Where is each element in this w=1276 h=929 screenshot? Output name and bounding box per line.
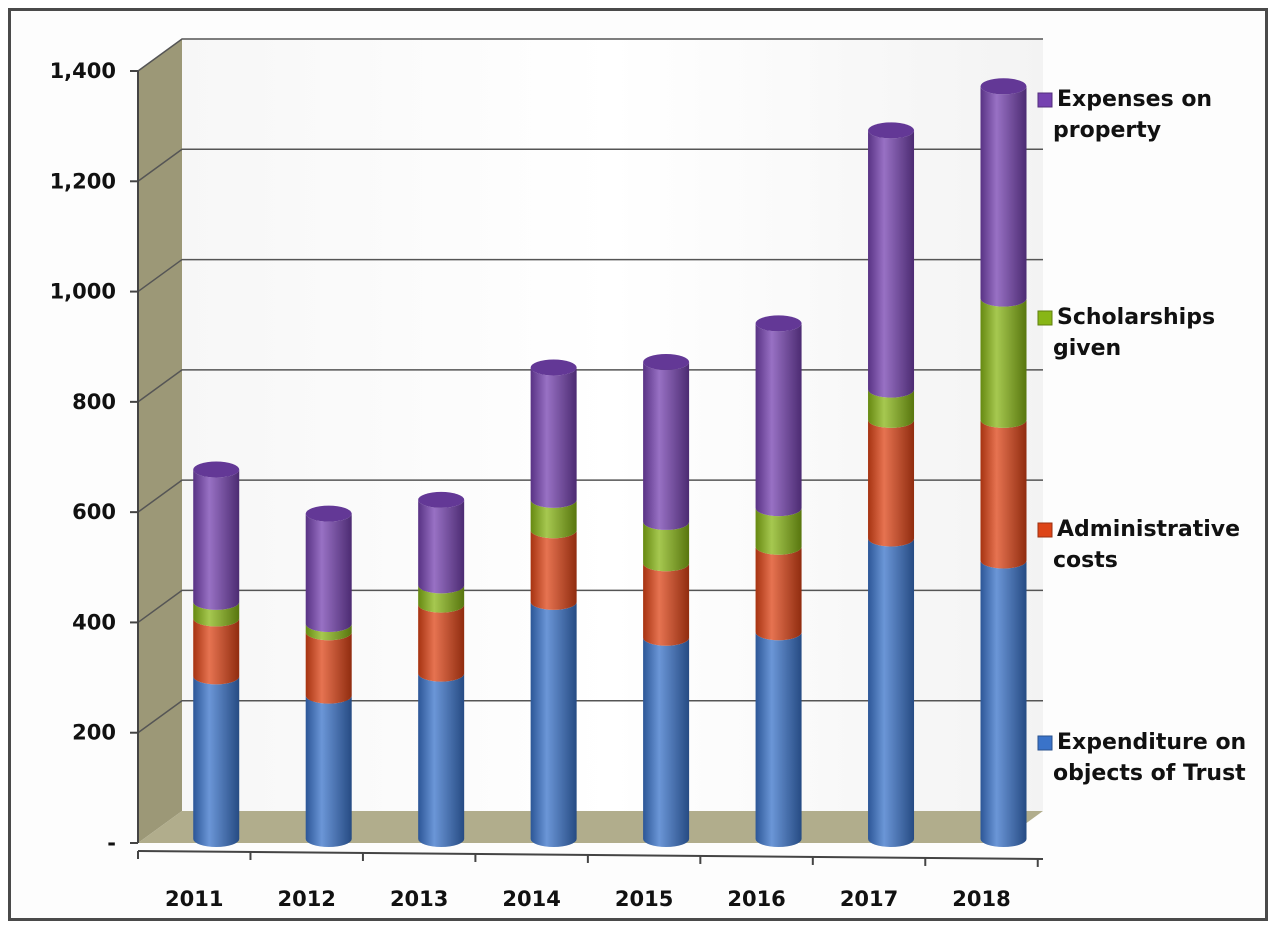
y-tick-label: 600 xyxy=(72,500,116,524)
bar-segment-2013-expenditure-on-objects-of-trust xyxy=(418,673,465,847)
bar-segment-2015-expenditure-on-objects-of-trust xyxy=(643,637,690,847)
x-tick-label-2011: 2011 xyxy=(165,887,223,911)
bar-segment-2011-administrative-costs xyxy=(193,618,240,685)
bar-segment-2011-scholarships-given xyxy=(193,601,240,627)
bar-stack-2018 xyxy=(980,78,1027,847)
bar-segment-2016-expenditure-on-objects-of-trust xyxy=(755,632,802,847)
bar-stack-2013 xyxy=(418,491,465,847)
y-axis: - 200 400 600 800 1,000 1,200 1,400 xyxy=(50,59,139,855)
y-tick-label: 1,000 xyxy=(50,280,116,304)
gridline xyxy=(137,38,1043,72)
bar-stack-2015 xyxy=(643,354,690,847)
bar-cap-2012 xyxy=(305,505,352,522)
y-tick-label: 200 xyxy=(72,721,116,745)
y-tick-label: - xyxy=(107,831,116,855)
gridline xyxy=(137,148,1043,182)
y-tick-label: 1,400 xyxy=(50,59,116,83)
bar-cap-2011 xyxy=(193,461,240,478)
x-tick-label-2018: 2018 xyxy=(952,887,1010,911)
bar-segment-2017-expenditure-on-objects-of-trust xyxy=(868,538,915,847)
bar-cap-2016 xyxy=(755,315,802,332)
bars xyxy=(193,78,1027,847)
gridline xyxy=(137,258,1043,293)
bar-segment-2013-expenses-on-property xyxy=(418,499,465,594)
bar-segment-2012-expenses-on-property xyxy=(305,513,352,632)
bar-segment-2014-scholarships-given xyxy=(530,499,577,539)
legend-label-administrative-costs: Administrative costs xyxy=(1053,517,1240,573)
legend-label-scholarships-given: Scholarships given xyxy=(1053,305,1215,361)
bar-stack-2014 xyxy=(530,359,577,847)
y-tick-label: 400 xyxy=(72,610,116,634)
bar-segment-2016-scholarships-given xyxy=(755,508,802,555)
bar-cap-2018 xyxy=(980,78,1027,95)
x-tick-label-2012: 2012 xyxy=(277,887,335,911)
bar-segment-2014-administrative-costs xyxy=(530,530,577,610)
legend-label-expenditure-on-objects-of-trust: Expenditure on objects of Trust xyxy=(1053,730,1246,786)
bar-segment-2018-administrative-costs xyxy=(980,419,1027,569)
bar-segment-2012-expenditure-on-objects-of-trust xyxy=(305,695,352,847)
bar-segment-2018-scholarships-given xyxy=(980,298,1027,428)
x-axis: 2011 2012 2013 2014 2015 2016 2017 2018 xyxy=(137,850,1044,911)
bar-segment-2012-scholarships-given xyxy=(305,623,352,641)
bar-cap-2017 xyxy=(868,122,915,139)
x-tick-label-2017: 2017 xyxy=(840,887,898,911)
bar-segment-2017-expenses-on-property xyxy=(868,130,915,398)
bar-segment-2014-expenditure-on-objects-of-trust xyxy=(530,601,577,847)
bar-segment-2018-expenditure-on-objects-of-trust xyxy=(980,560,1027,847)
x-axis-line xyxy=(137,850,1044,860)
legend: Expenses on property Scholarships given Admi… xyxy=(1037,87,1246,786)
legend-swatch-expenditure-on-objects-of-trust xyxy=(1037,735,1053,751)
bar-cap-2013 xyxy=(418,491,465,508)
x-tick-label-2016: 2016 xyxy=(727,887,785,911)
x-tick-label-2014: 2014 xyxy=(502,887,560,911)
bar-segment-2013-scholarships-given xyxy=(418,585,465,613)
bar-stack-2012 xyxy=(305,505,352,847)
bar-segment-2015-administrative-costs xyxy=(643,563,690,646)
bar-segment-2014-expenses-on-property xyxy=(530,367,577,508)
x-tick-label-2013: 2013 xyxy=(390,887,448,911)
bar-stack-2017 xyxy=(868,122,915,847)
bar-segment-2015-expenses-on-property xyxy=(643,362,690,530)
bar-segment-2011-expenses-on-property xyxy=(193,469,240,610)
x-tick-label-2015: 2015 xyxy=(615,887,673,911)
bar-segment-2012-administrative-costs xyxy=(305,632,352,704)
bar-segment-2011-expenditure-on-objects-of-trust xyxy=(193,676,240,847)
chart-frame: -200 400 600 800 1,000 1,200 1,400 2011 2012 201… xyxy=(8,8,1268,921)
bar-cap-2015 xyxy=(643,354,690,371)
legend-label-expenses-on-property: Expenses on property xyxy=(1053,87,1212,143)
floor xyxy=(138,811,1043,843)
bar-segment-2016-expenses-on-property xyxy=(755,323,802,517)
legend-swatch-administrative-costs xyxy=(1037,522,1053,538)
bar-stack-2011 xyxy=(193,461,240,847)
bar-cap-2014 xyxy=(530,359,577,376)
bar-segment-2016-administrative-costs xyxy=(755,546,802,641)
bar-segment-2017-administrative-costs xyxy=(868,419,915,547)
bar-stack-2016 xyxy=(755,315,802,847)
legend-swatch-scholarships-given xyxy=(1037,310,1053,326)
y-tick-label: 800 xyxy=(72,390,116,414)
bar-segment-2015-scholarships-given xyxy=(643,521,690,572)
bar-segment-2017-scholarships-given xyxy=(868,389,915,428)
legend-swatch-expenses-on-property xyxy=(1037,92,1053,108)
bar-segment-2018-expenses-on-property xyxy=(980,86,1027,307)
side-wall xyxy=(138,39,182,843)
bar-segment-2013-administrative-costs xyxy=(418,604,465,682)
y-tick-label: 1,200 xyxy=(50,169,116,193)
